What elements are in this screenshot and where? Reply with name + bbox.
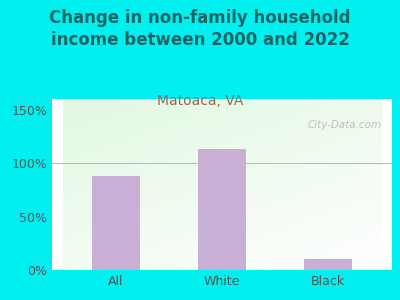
Bar (92, 176, 140, 270)
Bar (304, 259, 352, 270)
Text: Change in non-family household
income between 2000 and 2022: Change in non-family household income be… (49, 9, 351, 49)
Bar (198, 149, 246, 270)
Text: Matoaca, VA: Matoaca, VA (157, 94, 243, 109)
Text: City-Data.com: City-Data.com (308, 119, 382, 130)
